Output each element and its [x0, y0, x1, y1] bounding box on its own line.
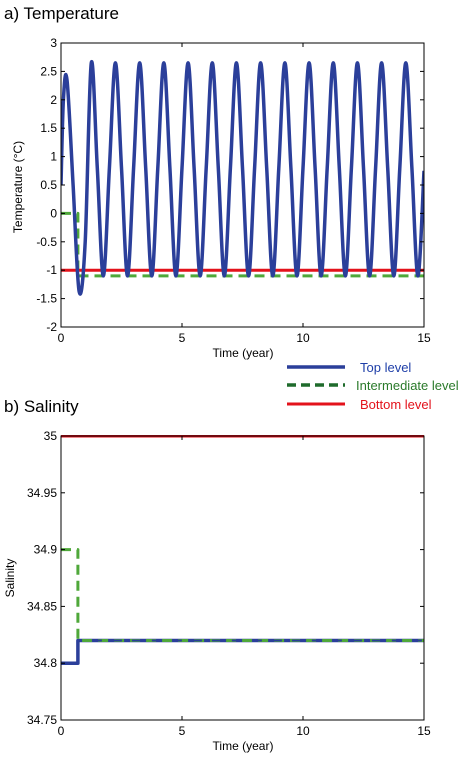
legend: Top level Intermediate level Bottom leve… — [287, 360, 459, 412]
temperature-x-tick-label: 15 — [417, 331, 431, 345]
temperature-y-tick-label: -2 — [46, 320, 57, 334]
salinity-x-tick-label: 5 — [179, 724, 186, 738]
temperature-series-top-level — [61, 59, 424, 296]
temperature-y-tick-label: 0.5 — [40, 178, 57, 192]
salinity-x-tick-label: 0 — [58, 724, 65, 738]
temperature-x-tick-label: 10 — [296, 331, 310, 345]
temperature-y-tick-label: 1.5 — [40, 121, 57, 135]
temperature-y-tick-label: 2 — [50, 93, 57, 107]
salinity-y-tick-label: 34.75 — [27, 713, 57, 727]
temperature-x-tick-label: 5 — [179, 331, 186, 345]
temperature-series-intermediate-level — [61, 211, 424, 278]
temperature-y-tick-label: -0.5 — [36, 235, 57, 249]
temperature-y-tick-label: 2.5 — [40, 64, 57, 78]
temperature-panel-title: a) Temperature — [4, 4, 119, 23]
legend-top-level-label: Top level — [360, 360, 411, 375]
temperature-y-tick-label: -1 — [46, 263, 57, 277]
temperature-x-axis-label: Time (year) — [213, 346, 274, 360]
salinity-x-axis-label: Time (year) — [213, 739, 274, 753]
salinity-y-tick-label: 35 — [44, 429, 58, 443]
salinity-y-tick-label: 34.9 — [34, 543, 58, 557]
salinity-series-top-level — [61, 638, 424, 665]
salinity-y-tick-label: 34.85 — [27, 599, 57, 613]
salinity-x-tick-label: 10 — [296, 724, 310, 738]
salinity-y-tick-label: 34.8 — [34, 656, 58, 670]
temperature-y-tick-label: -1.5 — [36, 292, 57, 306]
temperature-y-axis-label: Temperature (°C) — [11, 141, 25, 233]
temperature-plot-area: 0 5 10 15 -2 -1.5 -1 -0.5 0 0.5 1 1.5 2 2.5 3 — [36, 36, 431, 345]
salinity-y-tick-label: 34.95 — [27, 486, 57, 500]
temperature-x-tick-label: 0 — [58, 331, 65, 345]
salinity-plot-area: 0 5 10 15 34.75 34.8 34.85 34.9 34.95 35 — [27, 429, 431, 738]
salinity-panel-title: b) Salinity — [4, 397, 79, 416]
temperature-y-tick-label: 0 — [50, 206, 57, 220]
temperature-y-tick-label: 1 — [50, 150, 57, 164]
legend-bottom-level-label: Bottom level — [360, 397, 432, 412]
salinity-series-intermediate-level — [61, 548, 424, 642]
temperature-panel: a) Temperature Time (year) Temperature (… — [4, 4, 431, 360]
salinity-x-tick-label: 15 — [417, 724, 431, 738]
salinity-axes-frame — [60, 435, 425, 721]
salinity-y-axis-label: Salinity — [3, 559, 17, 598]
temperature-y-tick-label: 3 — [50, 36, 57, 50]
salinity-panel: b) Salinity Time (year) Salinity 0 5 10 15 3… — [3, 397, 431, 753]
legend-intermediate-level-label: Intermediate level — [356, 378, 459, 393]
